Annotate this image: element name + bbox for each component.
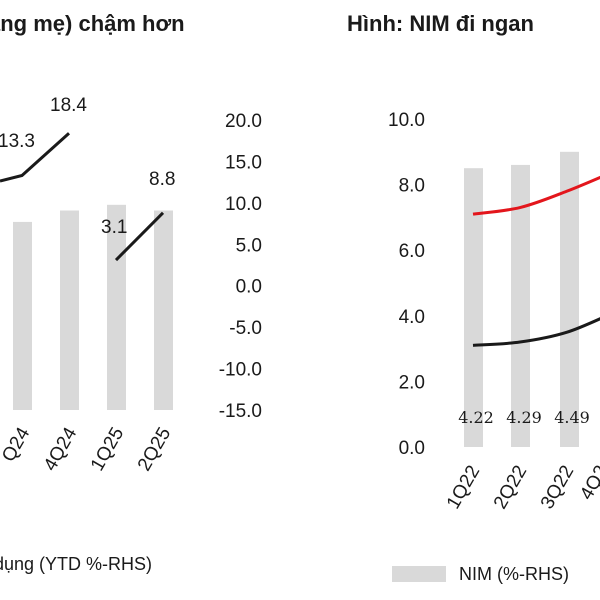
bar-q24: [13, 221, 32, 410]
right-x-tick: 2Q22: [490, 462, 531, 513]
red-series-line: [472, 175, 600, 216]
nim-bar-2q22: [511, 164, 530, 448]
left-y-tick: 0.0: [236, 277, 262, 298]
left-y-tick: -15.0: [219, 401, 262, 422]
bar-2q25: [154, 210, 173, 410]
nim-value-label: 4.22: [458, 408, 494, 427]
left-x-tick: 4Q24: [40, 424, 82, 475]
left-y-tick: 5.0: [236, 235, 262, 256]
bar-4q24: [60, 210, 79, 410]
right-x-tick: 4Q2: [576, 462, 600, 504]
right-x-tick: 1Q22: [443, 462, 484, 513]
credit-growth-line-2025: [114, 211, 165, 262]
black-series-line: [472, 317, 600, 347]
right-y-tick: 4.0: [399, 307, 425, 328]
left-x-tick: 1Q25: [87, 424, 128, 475]
right-x-tick: 3Q22: [537, 462, 578, 513]
left-y-tick: 15.0: [225, 152, 262, 173]
right-y-tick: 10.0: [388, 110, 425, 131]
left-y-tick: 20.0: [225, 111, 262, 132]
left-x-tick: Q24: [0, 424, 35, 466]
left-y-tick: -10.0: [219, 360, 262, 381]
right-chart-title: Hình: NIM đi ngan: [347, 11, 534, 36]
data-label-3-1: 3.1: [101, 217, 127, 238]
left-x-tick: 2Q25: [134, 424, 175, 475]
right-y-tick: 0.0: [399, 438, 425, 459]
data-label-8-8: 8.8: [149, 169, 175, 190]
left-legend-label: dụng (YTD %-RHS): [0, 554, 153, 574]
left-y-tick: -5.0: [229, 318, 262, 339]
right-y-tick: 6.0: [399, 241, 425, 262]
data-label-13-3: 13.3: [0, 131, 35, 152]
nim-bar-1q22: [464, 168, 483, 447]
right-y-tick: 8.0: [399, 176, 425, 197]
right-y-tick: 2.0: [399, 372, 425, 393]
nim-value-label: 4.29: [506, 408, 542, 427]
credit-growth-line-2024: [0, 132, 71, 183]
nim-bar-3q22: [560, 151, 579, 448]
right-legend-swatch: [392, 566, 446, 582]
left-y-tick: 10.0: [225, 194, 262, 215]
nim-value-label: 4.49: [554, 408, 590, 427]
left-chart-title: àng mẹ) chậm hơn: [0, 11, 185, 36]
right-legend-label: NIM (%-RHS): [459, 564, 569, 584]
data-label-18-4: 18.4: [50, 95, 87, 116]
